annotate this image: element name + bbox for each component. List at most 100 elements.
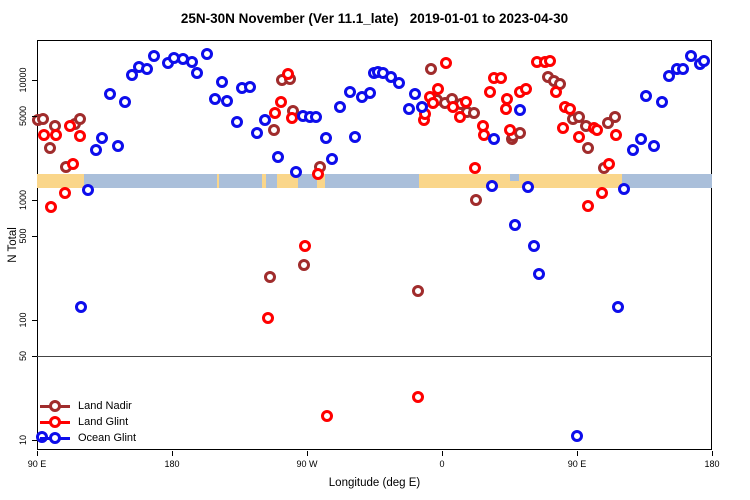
land-ocean-band-segment-land (316, 174, 325, 188)
x-axis-tick (442, 451, 443, 456)
y-axis-tick-label: 50 (18, 351, 28, 362)
data-point-land-glint (298, 240, 311, 253)
data-point-land-nadir (73, 113, 86, 126)
data-point-ocean-glint (148, 50, 160, 63)
data-point-land-nadir (412, 284, 424, 297)
data-point-ocean-glint (343, 86, 356, 99)
data-point-ocean-glint (75, 301, 88, 314)
data-point-land-glint (504, 124, 517, 137)
data-point-land-glint (268, 107, 281, 120)
data-point-ocean-glint (685, 50, 697, 63)
data-point-land-nadir (573, 111, 586, 124)
data-point-ocean-glint (140, 62, 153, 75)
y-axis-tick (32, 236, 37, 238)
data-point-land-nadir (43, 142, 56, 155)
y-axis-tick (32, 116, 37, 118)
data-point-land-glint (544, 54, 556, 67)
data-point-land-glint (312, 167, 325, 180)
data-point-land-glint (427, 97, 439, 110)
legend-item-ocean-glint: Ocean Glint (40, 430, 136, 446)
y-axis-tick (32, 356, 37, 358)
data-point-land-nadir (609, 111, 622, 124)
data-point-land-nadir (264, 270, 277, 283)
data-point-ocean-glint (522, 181, 535, 194)
y-axis-label: N Total (7, 227, 19, 263)
data-point-ocean-glint (532, 268, 545, 281)
data-point-ocean-glint (319, 131, 332, 144)
data-point-land-glint (447, 100, 460, 113)
y-axis-tick (32, 320, 37, 321)
chart-title: 25N-30N November (Ver 11.1_late) 2019-01… (180, 11, 569, 26)
data-point-ocean-glint (486, 180, 499, 193)
data-point-ocean-glint (571, 429, 583, 442)
x-axis-tick (577, 451, 578, 456)
data-point-ocean-glint (125, 69, 138, 82)
data-point-land-glint (321, 409, 334, 422)
data-point-ocean-glint (220, 94, 233, 107)
data-point-ocean-glint (231, 115, 244, 128)
data-point-ocean-glint (244, 81, 256, 94)
data-point-land-glint (591, 124, 604, 137)
y-axis-tick-label: 10 (18, 434, 28, 446)
data-point-land-nadir (268, 124, 280, 137)
data-point-land-nadir (469, 194, 482, 206)
data-point-ocean-glint (259, 114, 271, 127)
data-point-ocean-glint (627, 144, 640, 157)
data-point-land-glint (432, 83, 445, 96)
data-point-ocean-glint (403, 103, 415, 116)
data-point-ocean-glint (325, 152, 338, 165)
x-axis-tick (307, 451, 308, 456)
legend-item-land-glint: Land Glint (40, 414, 136, 430)
data-point-ocean-glint (82, 184, 94, 197)
x-axis-label: Longitude (deg E) (328, 477, 421, 489)
data-point-ocean-glint (409, 88, 421, 101)
data-point-land-glint (460, 95, 472, 108)
data-point-ocean-glint (250, 127, 263, 140)
data-point-land-glint (73, 130, 86, 143)
data-point-ocean-glint (618, 182, 631, 195)
land-ocean-band-segment-land (418, 174, 622, 188)
legend-label: Land Nadir (78, 400, 132, 412)
land-glint-marker-icon (40, 416, 70, 428)
x-axis-tick (172, 451, 173, 456)
x-axis-tick-label: 0 (439, 459, 445, 469)
data-point-ocean-glint (334, 100, 346, 113)
data-point-ocean-glint (190, 67, 203, 80)
data-point-land-nadir (582, 142, 595, 155)
data-point-ocean-glint (89, 144, 102, 157)
data-point-land-glint (494, 71, 507, 84)
data-point-ocean-glint (648, 140, 661, 153)
data-point-ocean-glint (208, 92, 221, 105)
data-point-land-glint (412, 390, 424, 403)
data-point-land-glint (49, 128, 62, 141)
data-point-land-glint (582, 200, 595, 213)
data-point-ocean-glint (508, 218, 521, 231)
data-point-land-glint (274, 95, 287, 108)
data-point-land-glint (45, 200, 58, 213)
data-point-land-glint (501, 92, 514, 105)
data-point-land-nadir (424, 62, 437, 75)
y-axis-tick-label: 10000 (18, 67, 28, 93)
data-point-land-glint (469, 161, 481, 174)
data-point-land-nadir (298, 258, 310, 271)
land-ocean-band-segment-land (217, 174, 220, 188)
data-point-ocean-glint (185, 56, 198, 69)
y-axis-tick-label: 500 (18, 228, 28, 244)
y-axis-tick-label: 5000 (18, 106, 28, 127)
data-point-ocean-glint (349, 130, 361, 143)
data-point-land-glint (67, 157, 79, 170)
data-point-land-nadir (37, 113, 49, 126)
data-point-land-glint (556, 121, 569, 134)
land-ocean-band-segment-land (262, 174, 266, 188)
data-point-ocean-glint (201, 47, 214, 60)
land-nadir-marker-icon (40, 400, 70, 412)
x-axis-tick-label: 90 E (27, 459, 47, 469)
data-point-ocean-glint (364, 86, 376, 99)
land-ocean-band-segment-land (37, 174, 85, 188)
data-point-ocean-glint (103, 88, 116, 101)
data-point-land-glint (282, 68, 295, 81)
legend-item-land-nadir: Land Nadir (40, 398, 136, 414)
land-ocean-band-segment-ocean (622, 174, 712, 188)
plot-area (37, 40, 712, 450)
